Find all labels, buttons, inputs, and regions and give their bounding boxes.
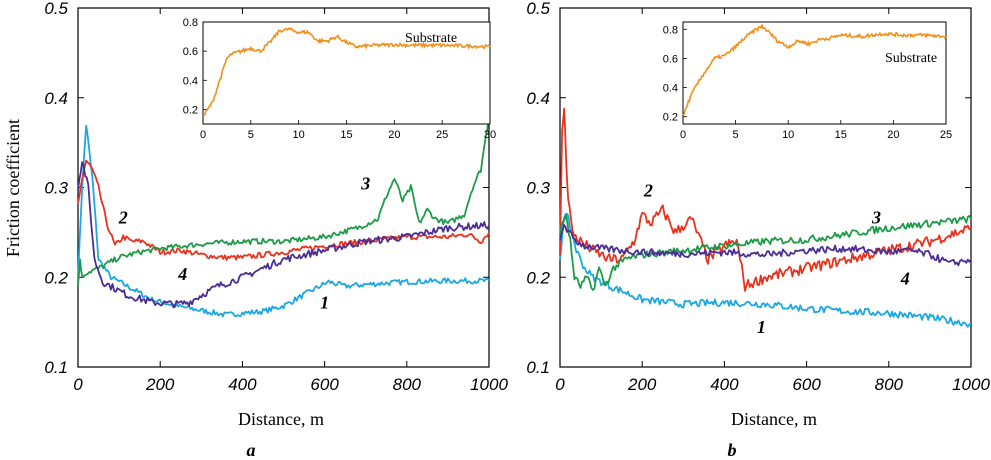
panel-b-y-tick-label: 0.2	[526, 268, 550, 287]
panel-a-inset-x-tick-label: 5	[248, 129, 254, 141]
panel-b-inset-x-tick-label: 25	[940, 129, 952, 141]
panel-a-inset: 0 5 10 15 20 25 30 0.2 0.4 0.6 0.8 Substrate	[183, 17, 496, 141]
panel-a-inset-label: Substrate	[405, 31, 457, 46]
panel-a-series-3-line	[77, 115, 490, 286]
panel-a-inset-x-tick-label: 30	[484, 129, 496, 141]
panel-a-y-tick-label: 0.1	[44, 358, 68, 377]
panel-b-series-3-line	[559, 214, 972, 291]
panel-a-inset-y-tick-label: 0.8	[183, 17, 198, 29]
panel-letter-a: a	[247, 440, 256, 460]
y-axis-title: Friction coefficient	[3, 119, 23, 257]
panel-b-inset-y-tick-label: 0.4	[663, 83, 678, 95]
panel-a-inset-y-tick-label: 0.2	[183, 104, 198, 116]
panel-a-curve-label-3: 3	[360, 173, 370, 193]
panel-b-inset-x-tick-label: 20	[887, 129, 899, 141]
panel-a-inset-x-tick-label: 0	[200, 129, 206, 141]
panel-b-y-tick-label: 0.5	[526, 0, 550, 18]
panel-a-curve-label-4: 4	[177, 264, 187, 284]
panel-a-inset-x-tick-label: 25	[436, 129, 448, 141]
panel-a-inset-x-tick-label: 20	[388, 129, 400, 141]
panel-a-curve-label-2: 2	[118, 207, 128, 227]
panel-b-inset-x-tick-label: 10	[782, 129, 794, 141]
panel-a-x-tick-label: 600	[310, 375, 339, 394]
panel-b-x-tick-label: 600	[792, 375, 821, 394]
x-axis-title-b: Distance, m	[731, 409, 817, 429]
panel-a-x-tick-label: 800	[393, 375, 422, 394]
panel-a-x-tick-label: 400	[228, 375, 257, 394]
panel-b-inset-substrate-line	[682, 23, 947, 116]
panel-b-inset-label: Substrate	[885, 51, 937, 66]
panel-b-curve-label-1: 1	[757, 317, 766, 337]
panel-a-inset-frame	[202, 21, 491, 125]
panel-b-x-tick-label: 1000	[952, 375, 990, 394]
panel-a-x-tick-label: 0	[73, 375, 83, 394]
panel-a-x-tick-label: 200	[145, 375, 175, 394]
panel-b-inset-x-tick-label: 0	[680, 129, 686, 141]
panel-a-inset-y-tick-label: 0.6	[183, 46, 198, 58]
panel-b-x-tick-label: 200	[627, 375, 657, 394]
x-axis-title-a: Distance, m	[238, 409, 324, 429]
panel-a: 0 200 400 600 800 1000 0.1 0.2 0.3 0.4 0.5 1 2 3 4 0 5 10…	[44, 0, 508, 394]
panel-a-series-4-line	[77, 161, 490, 309]
panel-b-x-tick-label: 400	[710, 375, 739, 394]
panel-b-inset-y-tick-label: 0.2	[663, 112, 678, 124]
panel-b-curve-label-3: 3	[871, 207, 881, 227]
panel-a-inset-y-tick-label: 0.4	[183, 75, 198, 87]
panel-b-inset-y-tick-label: 0.8	[663, 24, 678, 36]
panel-a-y-tick-label: 0.4	[44, 89, 68, 108]
panel-a-inset-x-tick-label: 15	[340, 129, 352, 141]
panel-b-y-tick-label: 0.3	[526, 179, 550, 198]
panel-b-inset-x-tick-label: 15	[835, 129, 847, 141]
panel-b-inset-x-tick-label: 5	[733, 129, 739, 141]
panel-b-x-tick-label: 800	[875, 375, 904, 394]
panel-b-y-tick-label: 0.4	[526, 89, 550, 108]
panel-a-series-2-line	[77, 159, 490, 261]
panel-b-curve-label-4: 4	[900, 268, 910, 288]
panel-a-inset-x-tick-label: 10	[293, 129, 305, 141]
panel-a-y-tick-label: 0.3	[44, 179, 68, 198]
panel-b: 0 200 400 600 800 1000 0.1 0.2 0.3 0.4 0.5 1 2 3 4 0 5 10…	[526, 0, 990, 394]
panel-a-curve-label-1: 1	[320, 293, 329, 313]
panel-b-inset: 0 5 10 15 20 25 0.2 0.4 0.6 0.8 Substrate	[663, 21, 952, 141]
panel-a-inset-substrate-line	[202, 26, 491, 117]
panel-b-series-1-line	[559, 212, 972, 328]
panel-b-inset-y-tick-label: 0.6	[663, 53, 678, 65]
panel-a-series-1-line	[77, 124, 490, 318]
panel-a-y-tick-label: 0.5	[44, 0, 68, 18]
panel-b-curve-label-2: 2	[643, 180, 653, 200]
panel-letter-b: b	[728, 440, 737, 460]
panel-b-series-4-line	[559, 224, 972, 267]
panel-a-y-tick-label: 0.2	[44, 268, 68, 287]
panel-b-y-tick-label: 0.1	[526, 358, 550, 377]
panel-a-x-tick-label: 1000	[470, 375, 508, 394]
panel-b-series-2-line	[559, 107, 972, 292]
panel-b-inset-frame	[682, 21, 947, 125]
panel-b-x-tick-label: 0	[555, 375, 565, 394]
